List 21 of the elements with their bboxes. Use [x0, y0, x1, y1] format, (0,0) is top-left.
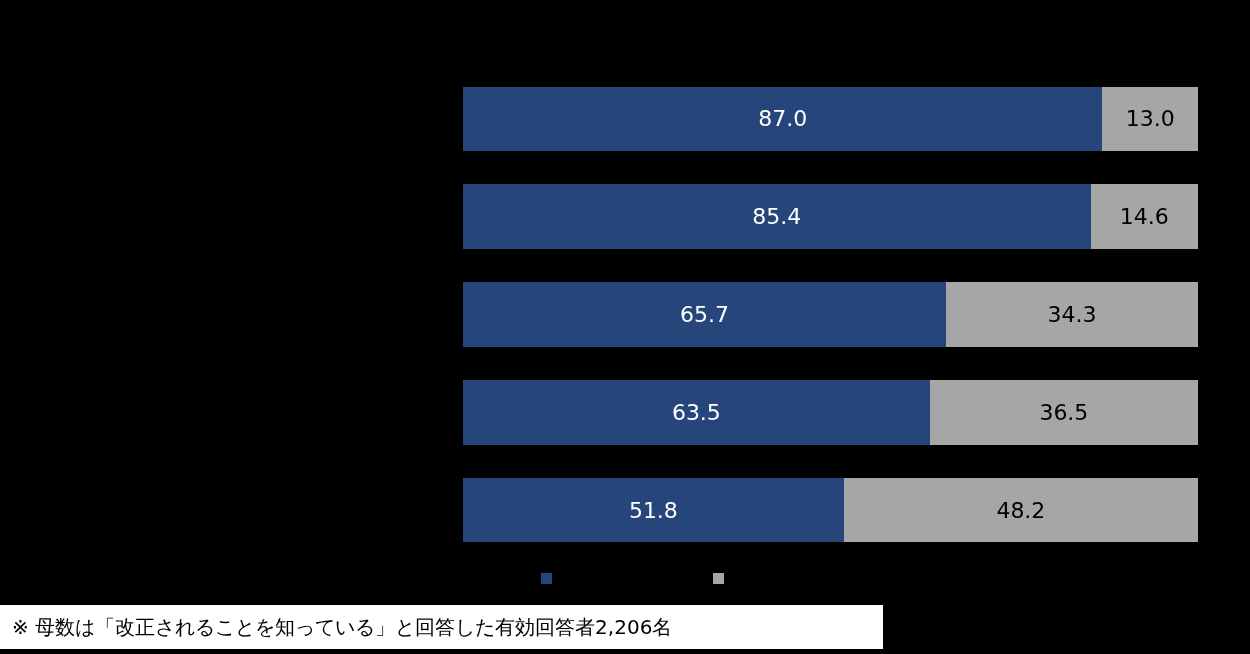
bar	[463, 282, 946, 347]
data-label: 51.8	[628, 497, 678, 523]
data-label: 36.5	[1039, 399, 1089, 425]
data-label: 34.3	[1047, 302, 1097, 327]
text: ※ 母数は「改正されることを知っている」と回答した有効回答者2,206名	[0, 605, 883, 649]
bar	[1090, 184, 1198, 249]
bar	[463, 86, 1103, 152]
bar	[463, 184, 1091, 249]
data-label: 48.2	[996, 497, 1046, 523]
data-label: 87.0	[758, 106, 808, 132]
data-label: 85.4	[752, 204, 802, 230]
data-label: 14.6	[1119, 204, 1169, 230]
bar	[843, 477, 1198, 543]
bar	[929, 380, 1198, 445]
bar	[945, 282, 1198, 347]
data-label: 65.7	[679, 302, 729, 327]
bar	[463, 477, 844, 543]
data-label: 13.0	[1125, 106, 1175, 132]
data-label: 63.5	[671, 399, 721, 425]
bar	[1102, 86, 1198, 152]
bar	[463, 380, 930, 445]
